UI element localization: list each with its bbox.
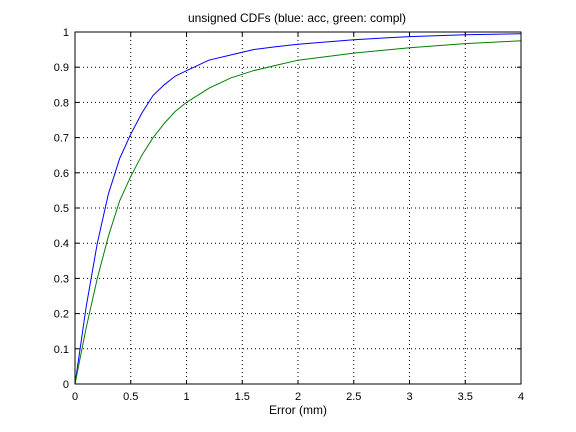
x-tick-label: 4 — [518, 391, 524, 403]
y-tick-label: 0.7 — [54, 133, 69, 145]
y-tick-label: 0.4 — [54, 238, 69, 250]
x-tick-label: 0 — [72, 391, 78, 403]
y-tick-label: 0.8 — [54, 97, 69, 109]
x-tick-label: 3.5 — [458, 391, 473, 403]
series-lines — [74, 33, 522, 385]
chart-title: unsigned CDFs (blue: acc, green: compl) — [188, 11, 406, 25]
y-tick-label: 0.3 — [54, 273, 69, 285]
y-tick-label: 0.9 — [54, 62, 69, 74]
x-tick-label: 1 — [183, 391, 189, 403]
y-tick-label: 1 — [63, 27, 69, 39]
series-line-blue — [74, 33, 522, 385]
y-tick-labels: 0 0.1 0.2 0.3 0.4 0.5 0.6 0.7 0.8 0.9 1 — [54, 27, 69, 391]
grid-lines — [75, 32, 521, 384]
y-tick-label: 0.6 — [54, 168, 69, 180]
x-tick-label: 3 — [406, 391, 412, 403]
x-tick-label: 0.5 — [123, 391, 138, 403]
x-axis-title: Error (mm) — [269, 403, 327, 417]
y-tick-label: 0 — [63, 379, 69, 391]
axis-ticks — [74, 31, 522, 385]
x-tick-label: 1.5 — [235, 391, 250, 403]
series-line-green — [74, 40, 522, 385]
x-tick-labels: 0 0.5 1 1.5 2 2.5 3 3.5 4 — [72, 391, 524, 403]
y-tick-label: 0.2 — [54, 309, 69, 321]
x-tick-label: 2.5 — [346, 391, 361, 403]
y-tick-label: 0.1 — [54, 344, 69, 356]
x-tick-label: 2 — [295, 391, 301, 403]
y-tick-label: 0.5 — [54, 203, 69, 215]
